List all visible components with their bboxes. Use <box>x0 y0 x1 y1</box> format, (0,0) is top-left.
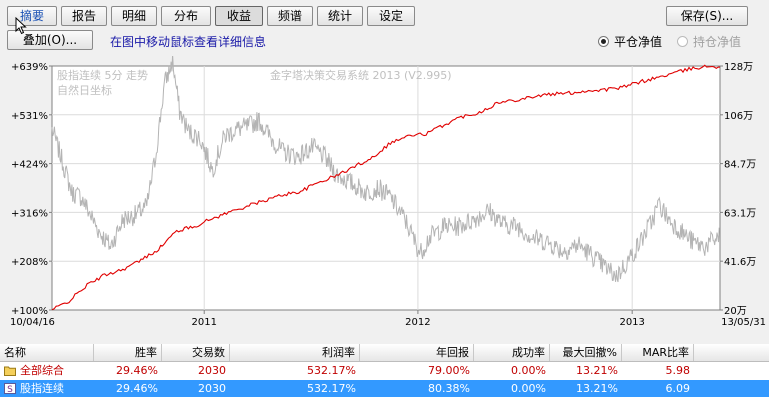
cell-max-drawdown: 13.21% <box>576 382 618 395</box>
cell-max-drawdown: 13.21% <box>576 364 618 377</box>
col-header-annual-return[interactable]: 年回报 <box>360 344 474 361</box>
cell-win-rate: 29.46% <box>116 382 158 395</box>
svg-text:S: S <box>7 385 13 394</box>
col-header-max-drawdown[interactable]: 最大回撤% <box>550 344 622 361</box>
price-curve-line <box>51 56 720 283</box>
tab-spectrum[interactable]: 频谱 <box>267 6 313 26</box>
cell-mar: 5.98 <box>665 364 691 377</box>
cell-profit-rate: 532.17% <box>307 364 356 377</box>
tab-settings[interactable]: 设定 <box>367 6 415 26</box>
x-axis-label: 2012 <box>405 317 430 328</box>
radio-dot-icon <box>598 35 609 47</box>
left-axis-label: +208% <box>11 257 48 268</box>
right-axis-label: 84.7万 <box>724 160 756 171</box>
cell-name: 全部综合 <box>20 364 64 377</box>
tab-statistics[interactable]: 统计 <box>317 6 363 26</box>
right-axis-label: 20万 <box>724 306 747 317</box>
left-axis-label: +316% <box>11 208 48 219</box>
table-row[interactable]: S 股指连续 29.46% 2030 532.17% 80.38% 0.00% … <box>0 380 769 397</box>
x-axis-label: 2013 <box>619 317 644 328</box>
left-axis-label: +639% <box>11 62 48 73</box>
hint-text: 在图中移动鼠标查看详细信息 <box>110 35 267 49</box>
right-axis-label: 106万 <box>724 111 753 122</box>
cell-profit-rate: 532.17% <box>307 382 356 395</box>
cell-success-rate: 0.00% <box>511 364 546 377</box>
radio-position-equity-label: 持仓净值 <box>693 34 742 49</box>
left-axis-label: +100% <box>11 306 48 317</box>
tab-report[interactable]: 报告 <box>61 6 107 26</box>
x-axis-label: 10/04/16 <box>10 317 55 328</box>
mouse-cursor-icon <box>15 17 27 35</box>
cell-win-rate: 29.46% <box>116 364 158 377</box>
s-badge-icon: S <box>4 383 16 394</box>
radio-close-equity[interactable]: 平仓净值 <box>598 33 662 49</box>
chart-watermark-symbol: 股指连续 5分 走势 <box>57 68 148 82</box>
x-axis-label: 13/05/31 <box>721 317 766 328</box>
overlay-button[interactable]: 叠加(O)... <box>7 30 93 50</box>
cell-annual-return: 79.00% <box>428 364 470 377</box>
table-header: 名称 胜率 交易数 利润率 年回报 成功率 最大回撤% MAR比率 <box>0 344 769 362</box>
table-row[interactable]: 全部综合 29.46% 2030 532.17% 79.00% 0.00% 13… <box>0 362 769 379</box>
chart-watermark-system: 金字塔决策交易系统 2013 (V2.995) <box>270 68 452 82</box>
x-axis-label: 2011 <box>191 317 216 328</box>
cell-mar: 6.09 <box>665 382 691 395</box>
col-header-success-rate[interactable]: 成功率 <box>474 344 550 361</box>
radio-position-equity[interactable]: 持仓净值 <box>677 33 741 49</box>
cell-annual-return: 80.38% <box>428 382 470 395</box>
radio-close-equity-label: 平仓净值 <box>614 34 663 49</box>
save-button[interactable]: 保存(S)... <box>666 6 748 26</box>
col-header-name[interactable]: 名称 <box>0 344 94 361</box>
chart-watermark-axis-mode: 自然日坐标 <box>57 83 112 97</box>
radio-dot-icon <box>677 35 688 47</box>
results-table: 名称 胜率 交易数 利润率 年回报 成功率 最大回撤% MAR比率 全部综合 2… <box>0 344 769 404</box>
left-axis-label: +424% <box>11 160 48 171</box>
col-header-trades[interactable]: 交易数 <box>162 344 230 361</box>
cell-name: 股指连续 <box>20 382 64 395</box>
returns-chart[interactable]: 股指连续 5分 走势 自然日坐标 金字塔决策交易系统 2013 (V2.995)… <box>0 56 769 330</box>
right-axis-label: 63.1万 <box>724 208 756 219</box>
cell-success-rate: 0.00% <box>511 382 546 395</box>
right-axis-label: 41.6万 <box>724 257 756 268</box>
right-axis-label: 128万 <box>724 62 753 73</box>
cell-trades: 2030 <box>198 364 226 377</box>
cell-trades: 2030 <box>198 382 226 395</box>
col-header-profit-rate[interactable]: 利润率 <box>230 344 360 361</box>
col-header-win-rate[interactable]: 胜率 <box>94 344 162 361</box>
left-axis-label: +531% <box>11 111 48 122</box>
col-header-mar[interactable]: MAR比率 <box>622 344 694 361</box>
tab-distribution[interactable]: 分布 <box>161 6 211 26</box>
tab-details[interactable]: 明细 <box>111 6 157 26</box>
tab-returns[interactable]: 收益 <box>215 6 263 26</box>
folder-icon <box>4 366 16 376</box>
equity-curve-line <box>51 64 721 311</box>
